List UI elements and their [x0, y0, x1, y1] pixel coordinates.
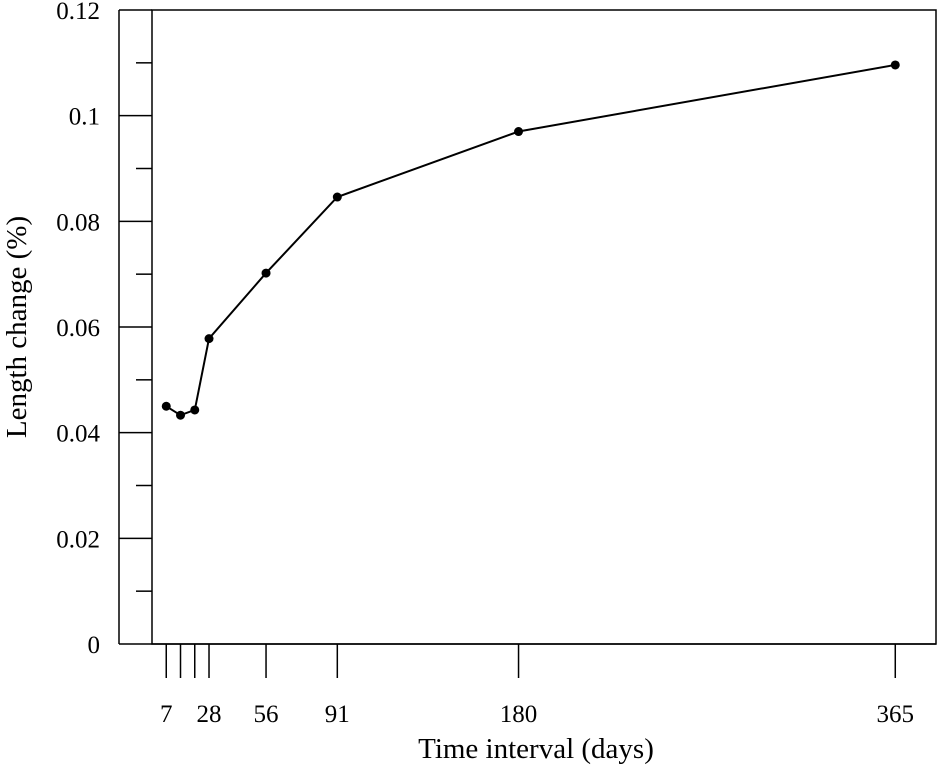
- data-point: [890, 60, 900, 70]
- x-tick-label: 365: [877, 701, 915, 728]
- data-point: [161, 401, 171, 411]
- x-tick-label: 91: [325, 701, 350, 728]
- y-axis-label: Length change (%): [1, 216, 33, 438]
- y-tick-label: 0: [88, 632, 101, 659]
- x-tick-label: 7: [160, 701, 173, 728]
- data-point: [514, 127, 524, 137]
- data-point: [190, 405, 200, 415]
- x-tick-label: 56: [254, 701, 279, 728]
- x-tick-label: 28: [197, 701, 222, 728]
- plot-area-frame: [151, 9, 937, 645]
- y-tick-label: 0.06: [56, 315, 100, 342]
- data-point: [176, 410, 186, 420]
- x-tick-label: 180: [500, 701, 538, 728]
- x-axis-label: Time interval (days): [418, 733, 654, 765]
- series-line: [165, 63, 896, 417]
- series-group: [161, 60, 900, 420]
- data-point: [204, 334, 214, 344]
- x-axis: 7 28 56 91 180 365: [152, 643, 936, 728]
- data-point: [332, 192, 342, 202]
- y-tick-label: 0.04: [56, 421, 100, 448]
- y-tick-label: 0.12: [56, 0, 100, 25]
- y-tick-label: 0.08: [56, 209, 100, 236]
- y-axis: 0 0.02 0.04 0.06 0.08 0.1 0.12: [56, 0, 152, 659]
- y-tick-label: 0.1: [69, 104, 100, 131]
- y-tick-label: 0.02: [56, 526, 100, 553]
- data-point: [261, 268, 271, 278]
